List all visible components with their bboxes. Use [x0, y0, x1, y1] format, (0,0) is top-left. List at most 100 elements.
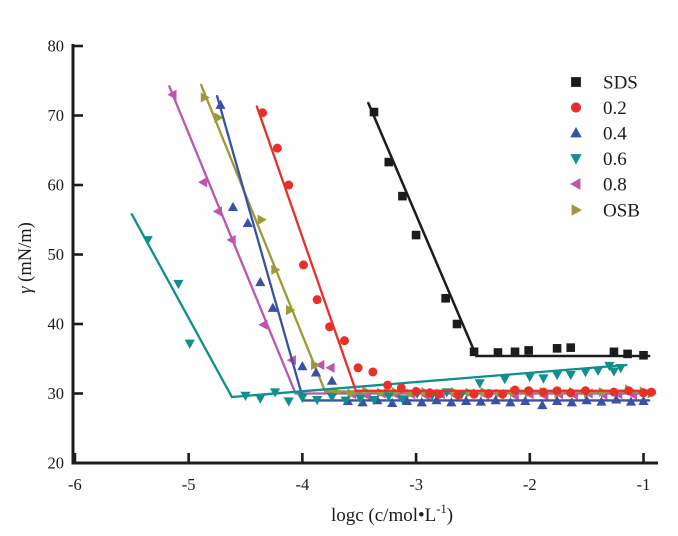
data-point	[299, 260, 309, 270]
data-point	[284, 180, 294, 190]
data-point	[566, 343, 576, 352]
data-point	[498, 389, 508, 399]
legend-item-SDS: SDS	[571, 73, 638, 94]
data-point	[469, 347, 479, 357]
data-point	[469, 389, 479, 399]
series-0.6	[130, 213, 628, 407]
series-0.6-fit-line	[230, 363, 628, 399]
data-point	[255, 394, 266, 404]
data-point	[173, 279, 184, 290]
data-point	[566, 397, 577, 407]
data-point	[431, 395, 442, 405]
series-SDS-fit-line	[367, 101, 478, 358]
data-point	[200, 92, 210, 103]
data-point	[552, 386, 562, 396]
data-point	[524, 386, 534, 396]
data-point	[411, 386, 421, 396]
data-point	[283, 397, 294, 407]
legend-marker-SDS	[571, 77, 581, 87]
x-tick-label: -6	[68, 475, 82, 494]
data-point	[580, 368, 591, 378]
y-axis-title: γ (mN/m)	[16, 222, 36, 294]
series-0.2	[255, 105, 656, 400]
data-point	[615, 363, 626, 374]
legend-marker-0.6	[570, 154, 582, 165]
data-point	[269, 388, 281, 398]
data-point	[639, 388, 649, 398]
data-point	[339, 336, 349, 346]
data-point	[552, 344, 562, 353]
data-point	[383, 380, 393, 390]
data-point	[581, 395, 592, 405]
data-point	[242, 217, 253, 228]
data-point	[184, 339, 195, 349]
x-tick-label: -1	[637, 475, 651, 494]
x-tick-label: -4	[295, 475, 309, 494]
data-point	[255, 276, 266, 287]
data-point	[609, 387, 619, 397]
data-point	[524, 346, 533, 355]
data-point	[608, 367, 620, 377]
data-point	[258, 108, 268, 118]
legend-label-OSB: OSB	[603, 201, 640, 222]
legend-label-0.8: 0.8	[603, 175, 627, 196]
data-point	[215, 99, 226, 109]
legend-item-0.2: 0.2	[570, 98, 627, 119]
data-point	[325, 362, 335, 373]
data-point	[368, 395, 380, 406]
legend-item-OSB: OSB	[571, 201, 640, 222]
data-point	[226, 234, 236, 246]
legend-label-0.6: 0.6	[603, 149, 627, 170]
data-point	[258, 319, 268, 330]
data-point	[257, 214, 267, 225]
data-point	[520, 395, 531, 405]
data-point	[505, 397, 516, 407]
data-point	[227, 201, 239, 212]
legend-label-SDS: SDS	[603, 73, 638, 94]
data-point	[493, 348, 503, 357]
y-tick-label: 20	[48, 454, 65, 473]
data-point	[312, 395, 323, 406]
data-point	[272, 143, 282, 153]
data-point	[524, 373, 535, 383]
data-point	[551, 370, 563, 381]
series-0.4-fit-line	[215, 94, 305, 402]
data-point	[355, 394, 366, 404]
data-point	[398, 191, 407, 201]
data-point	[425, 388, 435, 398]
data-point	[361, 390, 371, 401]
data-point	[510, 385, 520, 395]
data-point	[347, 388, 357, 399]
x-axis-title: logc (c/mol•L-1)	[331, 502, 453, 526]
data-point	[214, 112, 224, 123]
data-point	[142, 236, 153, 246]
data-point	[383, 392, 394, 402]
data-point	[387, 397, 398, 408]
legend-item-0.4: 0.4	[570, 124, 627, 145]
x-tick-label: -2	[523, 475, 537, 494]
data-point	[368, 367, 378, 377]
legend-marker-OSB	[571, 204, 582, 216]
data-point	[551, 395, 563, 405]
data-point	[452, 319, 462, 329]
data-point	[510, 347, 520, 357]
data-point	[384, 157, 394, 167]
data-point	[391, 387, 402, 398]
data-point	[340, 396, 351, 406]
series-0.6-fit-line	[130, 213, 234, 399]
data-point	[198, 177, 208, 188]
data-point	[297, 393, 308, 404]
data-point	[212, 206, 223, 217]
data-point	[326, 393, 338, 403]
data-point	[325, 322, 335, 332]
data-point	[267, 302, 278, 312]
legend-item-0.6: 0.6	[570, 149, 627, 170]
data-point	[286, 305, 296, 316]
data-point	[411, 230, 421, 240]
data-point	[297, 360, 308, 371]
data-point	[312, 295, 322, 305]
data-point	[271, 264, 281, 275]
data-point	[484, 389, 494, 399]
y-tick-label: 40	[48, 315, 65, 334]
data-point	[416, 397, 427, 407]
